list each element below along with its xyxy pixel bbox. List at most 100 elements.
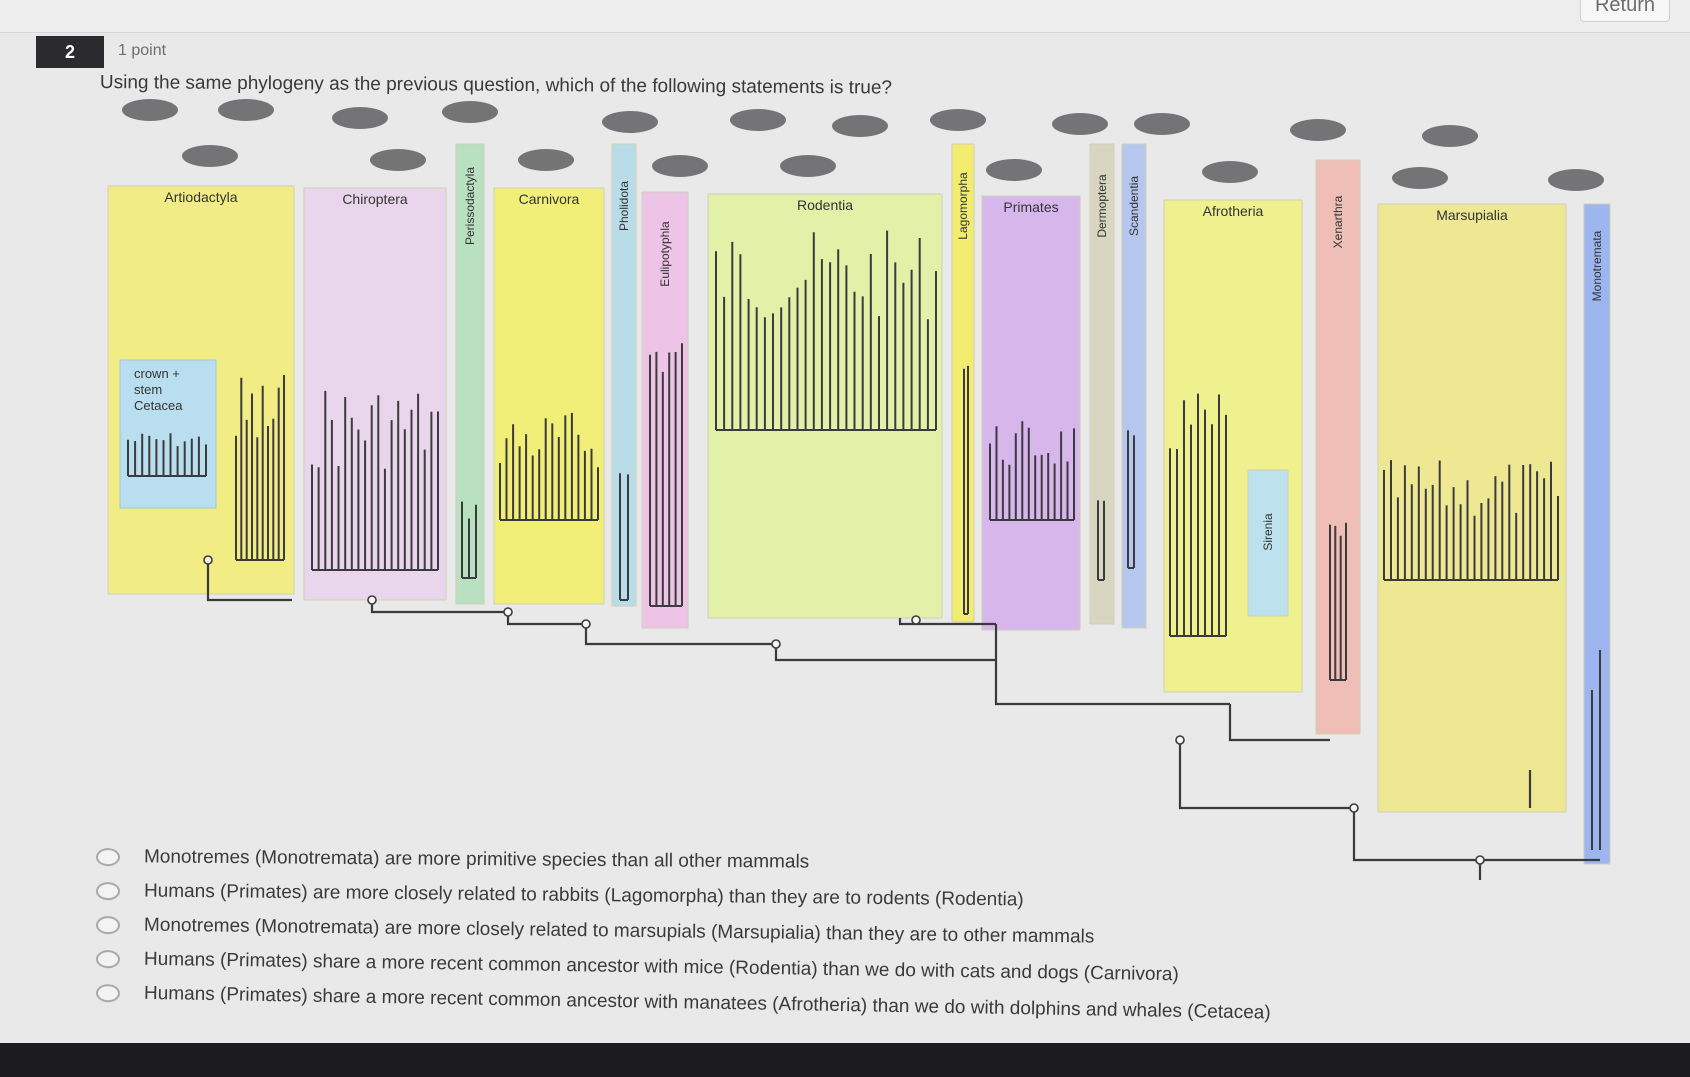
clade-label: Artiodactyla bbox=[164, 189, 237, 205]
platypus-icon bbox=[1548, 169, 1604, 191]
radio-button[interactable] bbox=[95, 848, 121, 867]
tree-node bbox=[367, 595, 377, 605]
pholidota-lineages bbox=[619, 473, 629, 601]
primates-lineages bbox=[989, 421, 1075, 521]
carnivora-lineages bbox=[499, 412, 599, 521]
clade-label: Carnivora bbox=[519, 191, 580, 207]
dermoptera-lineages bbox=[1097, 500, 1105, 581]
clade-label: Xenarthra bbox=[1331, 195, 1345, 248]
primates-clade-box bbox=[981, 195, 1081, 631]
answer-option-2[interactable]: Humans (Primates) are more closely relat… bbox=[95, 880, 1024, 911]
artiodactyla-lineages bbox=[235, 375, 285, 561]
tree-node bbox=[1475, 855, 1485, 865]
option-label: Humans (Primates) share a more recent co… bbox=[143, 948, 1179, 986]
tree-backbone bbox=[206, 560, 1600, 880]
carnivora-clade-box bbox=[493, 187, 605, 605]
answer-option-4[interactable]: Humans (Primates) share a more recent co… bbox=[95, 948, 1179, 986]
xenarthra-clade-box bbox=[1315, 159, 1361, 735]
sirenia-clade-box bbox=[1247, 469, 1289, 617]
tree-node bbox=[771, 639, 781, 649]
carnivore-icon bbox=[518, 149, 574, 171]
clade-label: Dermoptera bbox=[1095, 174, 1109, 238]
question-number-badge: 2 bbox=[36, 36, 104, 68]
radio-button[interactable] bbox=[95, 882, 121, 901]
clade-label: Chiroptera bbox=[342, 191, 408, 207]
option-label: Humans (Primates) are more closely relat… bbox=[143, 880, 1024, 911]
monkey-icon bbox=[986, 159, 1042, 181]
answer-option-5[interactable]: Humans (Primates) share a more recent co… bbox=[95, 982, 1271, 1024]
tree-node bbox=[581, 619, 591, 629]
clade-label: Perissodactyla bbox=[463, 167, 477, 245]
screen-bottom-edge bbox=[0, 1043, 1690, 1077]
cetacea-label: stem bbox=[134, 382, 162, 397]
answer-option-1[interactable]: Monotremes (Monotremata) are more primit… bbox=[95, 846, 810, 874]
question-points: 1 point bbox=[118, 42, 167, 59]
mouse-icon bbox=[1422, 125, 1478, 147]
treeshrew-icon bbox=[1134, 113, 1190, 135]
rat-icon bbox=[780, 155, 836, 177]
xenarthra-lineages bbox=[1329, 522, 1347, 681]
manatee-icon bbox=[1202, 161, 1258, 183]
eulipotyphla-lineages bbox=[649, 343, 683, 607]
rodentia-lineages bbox=[715, 230, 937, 431]
clade-label: Sirenia bbox=[1261, 513, 1275, 551]
clade-label: Lagomorpha bbox=[956, 172, 970, 240]
perissodactyla-lineages bbox=[461, 501, 477, 579]
clade-label: Eulipotyphla bbox=[658, 221, 672, 287]
clade-label: Primates bbox=[1003, 199, 1058, 215]
scandentia-clade-box bbox=[1121, 143, 1147, 629]
tapir-icon bbox=[442, 101, 498, 123]
radio-button[interactable] bbox=[95, 950, 121, 969]
artiodactyla-clade-box bbox=[107, 185, 295, 595]
option-label: Monotremes (Monotremata) are more closel… bbox=[143, 914, 1095, 948]
dermoptera-clade-box bbox=[1089, 143, 1115, 625]
marsupialia-clade-box bbox=[1377, 203, 1567, 813]
return-button[interactable]: Return bbox=[1579, 0, 1670, 22]
tree-node bbox=[203, 555, 213, 565]
radio-button[interactable] bbox=[95, 916, 121, 935]
radio-button[interactable] bbox=[95, 984, 121, 1003]
rabbit-icon bbox=[930, 109, 986, 131]
lagomorpha-clade-box bbox=[951, 143, 975, 623]
perissodactyla-clade-box bbox=[455, 143, 485, 605]
answer-option-3[interactable]: Monotremes (Monotremata) are more closel… bbox=[95, 914, 1095, 949]
clade-label: Monotremata bbox=[1590, 230, 1604, 301]
porcupine-icon bbox=[832, 115, 888, 137]
marsupialia-lineages bbox=[1383, 460, 1559, 581]
bat-icon bbox=[332, 107, 388, 129]
sloth-icon bbox=[1290, 119, 1346, 141]
monotremata-clade-box bbox=[1583, 203, 1611, 865]
clade-label: Rodentia bbox=[797, 197, 853, 213]
deer-icon bbox=[218, 99, 274, 121]
colugo-icon bbox=[1052, 113, 1108, 135]
cetacea-lineages bbox=[127, 433, 207, 477]
pholidota-clade-box bbox=[611, 143, 637, 607]
clade-label: Marsupialia bbox=[1436, 207, 1508, 223]
hedgehog-icon bbox=[652, 155, 708, 177]
eulipotyphla-clade-box bbox=[641, 191, 689, 629]
chiroptera-clade-box bbox=[303, 187, 447, 601]
whale-icon bbox=[182, 145, 238, 167]
opossum-icon bbox=[1392, 167, 1448, 189]
afrotheria-lineages bbox=[1169, 393, 1227, 637]
tree-node bbox=[1175, 735, 1185, 745]
lagomorpha-lineages bbox=[963, 365, 969, 615]
cetacea-label: crown + bbox=[134, 366, 180, 381]
scandentia-lineages bbox=[1127, 430, 1135, 569]
afrotheria-clade-box bbox=[1163, 199, 1303, 693]
top-bar: Return bbox=[0, 0, 1690, 33]
pangolin-icon bbox=[602, 111, 658, 133]
option-label: Monotremes (Monotremata) are more primit… bbox=[143, 846, 810, 873]
cetacea-box bbox=[119, 359, 217, 509]
tree-node bbox=[1349, 803, 1359, 813]
tree-node bbox=[503, 607, 513, 617]
camel-icon bbox=[122, 99, 178, 121]
question-prompt: Using the same phylogeny as the previous… bbox=[99, 72, 893, 99]
tree-node bbox=[911, 615, 921, 625]
clade-label: Scandentia bbox=[1127, 176, 1141, 236]
bird-icon bbox=[370, 149, 426, 171]
clade-label: Afrotheria bbox=[1203, 203, 1264, 219]
chipmunk-icon bbox=[730, 109, 786, 131]
cetacea-label: Cetacea bbox=[134, 398, 183, 413]
chiroptera-lineages bbox=[311, 390, 439, 571]
